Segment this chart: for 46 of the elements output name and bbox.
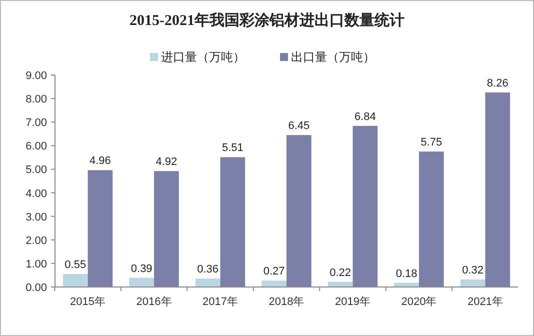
x-tick-label: 2019年: [334, 296, 370, 308]
y-tick-label: 3.00: [26, 211, 47, 224]
bar: [418, 152, 444, 287]
y-tick-label: 0.00: [26, 282, 47, 294]
y-tick-label: 9.00: [26, 70, 47, 82]
x-tick-label: 2015年: [70, 296, 106, 308]
data-label: 8.26: [486, 77, 508, 90]
bar: [220, 157, 246, 287]
data-label: 0.39: [130, 262, 152, 275]
bar: [129, 278, 154, 287]
data-label: 6.84: [354, 110, 376, 123]
bar: [460, 279, 486, 287]
x-tick-label: 2017年: [202, 296, 238, 308]
x-tick-label: 2020年: [401, 296, 437, 308]
x-tick-label: 2018年: [268, 296, 304, 308]
data-label: 5.51: [222, 142, 244, 154]
data-label: 6.45: [288, 120, 310, 132]
legend-label: 出口量（万吨）: [291, 50, 375, 64]
y-tick-label: 4.00: [26, 188, 47, 200]
data-label: 0.55: [64, 259, 86, 272]
x-tick-label: 2021年: [467, 296, 503, 308]
y-tick-label: 8.00: [26, 94, 47, 106]
bar: [62, 274, 88, 287]
bar: [88, 170, 113, 287]
data-label: 0.18: [396, 268, 418, 280]
data-label: 5.75: [420, 136, 442, 149]
bar: [195, 278, 220, 287]
bar: [154, 171, 179, 287]
data-label: 4.92: [156, 156, 178, 168]
y-tick-label: 2.00: [26, 234, 47, 247]
bar: [485, 92, 510, 287]
y-tick-label: 6.00: [26, 140, 47, 153]
bar: [352, 126, 378, 287]
data-label: 0.22: [330, 266, 352, 279]
data-label: 4.96: [89, 155, 111, 168]
bar: [262, 280, 286, 287]
data-label: 0.36: [197, 264, 219, 276]
bar: [286, 135, 312, 287]
x-tick-label: 2016年: [136, 296, 172, 308]
legend-label: 进口量（万吨）: [161, 50, 245, 64]
y-tick-label: 7.00: [26, 117, 47, 130]
data-label: 0.27: [263, 266, 285, 278]
chart-title: 2015-2021年我国彩涂铝材进出口数量统计: [130, 12, 404, 29]
y-tick-label: 5.00: [26, 164, 47, 176]
y-tick-label: 1.00: [26, 258, 47, 270]
data-label: 0.32: [462, 264, 484, 276]
